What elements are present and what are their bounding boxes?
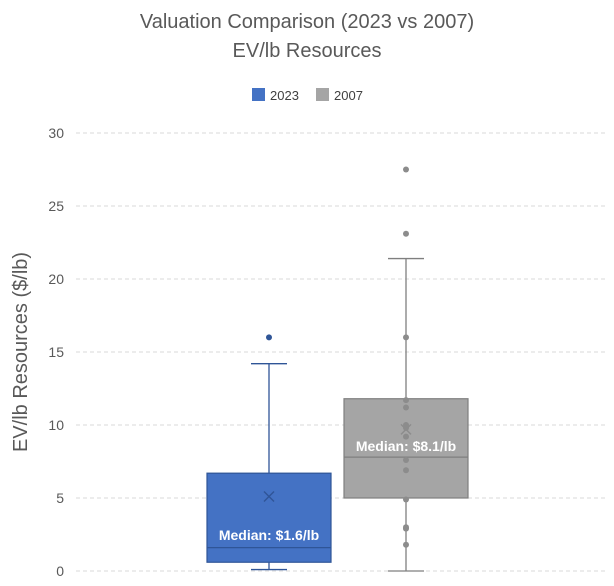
outlier-point [403, 230, 409, 237]
boxes: Median: $1.6/lb Median: $8.1/lb [206, 166, 469, 572]
mean-marker [263, 491, 275, 503]
y-tick-label: 0 [56, 563, 64, 579]
box-series: Median: $1.6/lb [206, 334, 332, 571]
data-point [403, 433, 409, 440]
data-point [403, 422, 409, 428]
y-tick-label: 15 [48, 344, 64, 360]
y-tick-label: 20 [48, 271, 64, 287]
y-axis-label: EV/lb Resources ($/lb) [10, 252, 32, 452]
data-point [403, 334, 409, 341]
legend-swatch [316, 88, 329, 101]
data-point [403, 457, 409, 464]
legend-label: 2023 [270, 88, 299, 103]
chart-subtitle: EV/lb Resources [233, 40, 382, 62]
box-iqr [206, 472, 332, 563]
data-point [403, 541, 409, 548]
data-point [403, 467, 409, 474]
data-point [403, 524, 409, 531]
chart-title: Valuation Comparison (2023 vs 2007) [140, 11, 474, 33]
data-point [403, 404, 409, 411]
outlier-point [403, 166, 409, 173]
y-axis-ticks: 0 5 10 15 20 25 30 [48, 125, 64, 579]
legend-label: 2007 [334, 88, 363, 103]
box-series: Median: $8.1/lb [343, 166, 469, 572]
y-tick-label: 10 [48, 417, 64, 433]
data-point [403, 397, 409, 404]
gridlines [76, 132, 606, 572]
outlier-point [266, 334, 272, 341]
data-point [403, 496, 409, 503]
y-tick-label: 5 [56, 490, 64, 506]
median-label: Median: $1.6/lb [219, 527, 319, 543]
median-label: Median: $8.1/lb [356, 438, 456, 454]
legend-swatch [252, 88, 265, 101]
y-tick-label: 25 [48, 198, 64, 214]
y-tick-label: 30 [48, 125, 64, 141]
legend: 2023 2007 [252, 88, 363, 103]
